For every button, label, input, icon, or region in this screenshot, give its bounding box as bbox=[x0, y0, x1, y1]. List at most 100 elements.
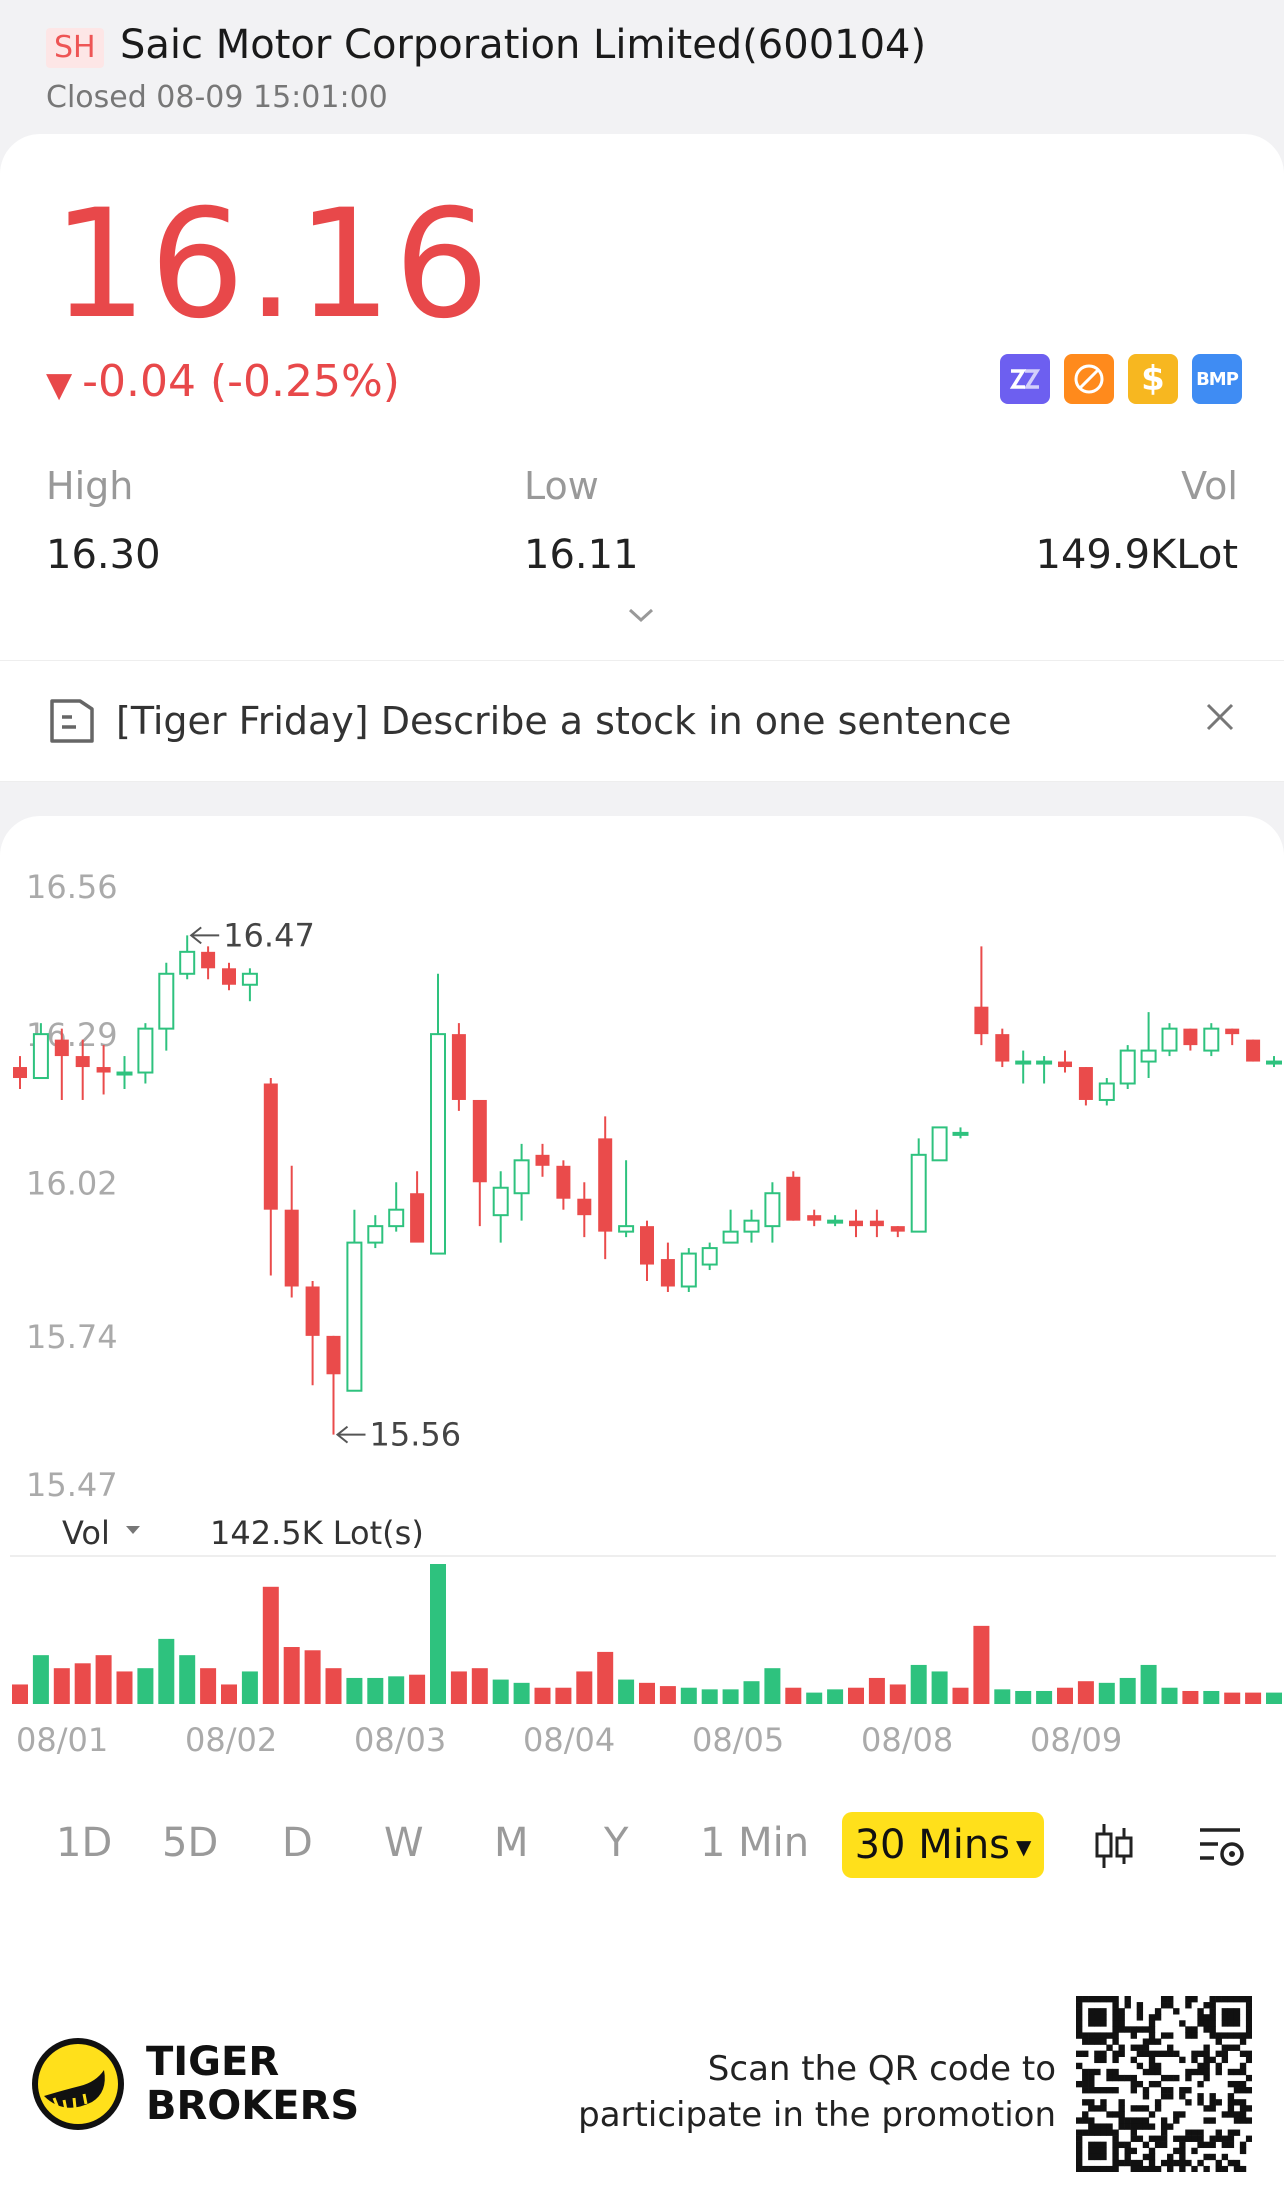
volume-bar bbox=[492, 1679, 509, 1704]
candle bbox=[1183, 1028, 1198, 1051]
announcement-text: [Tiger Friday] Describe a stock in one s… bbox=[116, 699, 1012, 743]
candle bbox=[1225, 1028, 1240, 1046]
candle bbox=[451, 1023, 466, 1111]
volume-bar bbox=[952, 1687, 969, 1704]
volume-bar bbox=[576, 1671, 593, 1704]
candle bbox=[1058, 1050, 1072, 1073]
tab-30mins[interactable]: 30 Mins ▼ bbox=[842, 1812, 1044, 1878]
volume-bar bbox=[409, 1674, 426, 1704]
candle bbox=[931, 1126, 948, 1162]
promo-text: Scan the QR code to participate in the p… bbox=[578, 2046, 1056, 2138]
candle bbox=[430, 973, 446, 1255]
volume-bar bbox=[346, 1677, 363, 1704]
candle bbox=[367, 1215, 384, 1249]
volume-bar bbox=[1140, 1664, 1157, 1704]
announcement-bar[interactable]: [Tiger Friday] Describe a stock in one s… bbox=[0, 660, 1284, 782]
high-label: High bbox=[46, 464, 134, 508]
dollar-icon[interactable]: $ bbox=[1128, 354, 1178, 404]
low-marker-label: 15.56 bbox=[370, 1416, 462, 1454]
volume-bar bbox=[179, 1655, 196, 1704]
high-marker: 16.47 bbox=[189, 916, 315, 954]
volume-bar bbox=[450, 1671, 467, 1704]
volume-bar bbox=[1057, 1687, 1073, 1704]
high-value: 16.30 bbox=[46, 532, 161, 578]
volume-bar bbox=[639, 1682, 655, 1704]
chevron-down-icon[interactable] bbox=[626, 600, 656, 630]
tab-week[interactable]: W bbox=[384, 1820, 424, 1866]
candle bbox=[701, 1242, 718, 1271]
candle bbox=[995, 1028, 1010, 1068]
tab-1d[interactable]: 1D bbox=[56, 1820, 113, 1866]
tab-5d[interactable]: 5D bbox=[162, 1820, 219, 1866]
volume-bar bbox=[471, 1668, 488, 1704]
candle bbox=[640, 1220, 654, 1282]
volume-bar bbox=[513, 1682, 530, 1704]
y-tick-label: 15.74 bbox=[26, 1318, 118, 1356]
close-icon[interactable] bbox=[1200, 697, 1240, 737]
candle bbox=[869, 1209, 884, 1238]
candle bbox=[722, 1209, 739, 1244]
candle bbox=[910, 1138, 927, 1233]
volume-bar bbox=[12, 1684, 28, 1704]
footer: TIGER BROKERS Scan the QR code to partic… bbox=[0, 1964, 1284, 2205]
zz-icon[interactable] bbox=[1000, 354, 1050, 404]
candle bbox=[326, 1335, 341, 1435]
low-marker: 15.56 bbox=[335, 1416, 462, 1454]
note-icon bbox=[50, 699, 94, 743]
volume-bar bbox=[1015, 1690, 1032, 1704]
chart-settings-icon[interactable] bbox=[1196, 1822, 1248, 1872]
y-tick-label: 16.56 bbox=[26, 868, 118, 906]
candle bbox=[388, 1182, 405, 1232]
tab-year[interactable]: Y bbox=[604, 1820, 629, 1866]
price-change: ▼ -0.04 (-0.25%) bbox=[46, 356, 400, 407]
volume-bar bbox=[534, 1687, 551, 1704]
volume-label[interactable]: Vol bbox=[62, 1514, 110, 1552]
vol-label: Vol bbox=[1181, 464, 1238, 508]
candle bbox=[284, 1165, 299, 1298]
candle bbox=[743, 1209, 760, 1243]
candle bbox=[1266, 1056, 1282, 1068]
volume-bar bbox=[931, 1671, 948, 1704]
candle bbox=[75, 1039, 90, 1100]
chart-card: 16.56 16.29 16.02 15.74 15.47 16.47 15.56 Vol… bbox=[0, 816, 1284, 1964]
caret-down-icon[interactable] bbox=[126, 1526, 140, 1534]
candle bbox=[32, 1023, 49, 1080]
volume-bar bbox=[1182, 1690, 1199, 1704]
volume-bar bbox=[659, 1686, 676, 1704]
candle bbox=[1119, 1045, 1136, 1089]
candle bbox=[1015, 1050, 1032, 1084]
candle bbox=[849, 1209, 863, 1238]
candle bbox=[472, 1099, 487, 1227]
volume-bar bbox=[973, 1625, 990, 1704]
candle bbox=[680, 1248, 697, 1292]
vol-value: 149.9KLot bbox=[1035, 532, 1238, 578]
volume-bar bbox=[95, 1655, 112, 1704]
tab-1min[interactable]: 1 Min bbox=[700, 1820, 810, 1866]
bmp-badge[interactable]: BMP bbox=[1192, 354, 1242, 404]
candle bbox=[263, 1078, 278, 1276]
tab-day[interactable]: D bbox=[282, 1820, 313, 1866]
candle bbox=[13, 1056, 27, 1089]
volume-bar bbox=[722, 1689, 739, 1704]
tab-30mins-label: 30 Mins bbox=[854, 1822, 1011, 1868]
no-short-icon[interactable] bbox=[1064, 354, 1114, 404]
volume-bar bbox=[200, 1668, 217, 1704]
volume-bar bbox=[1077, 1681, 1094, 1704]
tiger-brokers-logo bbox=[32, 2038, 124, 2130]
promo-line-2: participate in the promotion bbox=[578, 2095, 1056, 2135]
volume-bar bbox=[304, 1650, 321, 1704]
volume-bar bbox=[137, 1668, 154, 1704]
candle bbox=[492, 1171, 509, 1243]
candlestick-type-icon[interactable] bbox=[1092, 1820, 1136, 1872]
candle bbox=[305, 1281, 320, 1386]
tab-month[interactable]: M bbox=[494, 1820, 529, 1866]
y-tick-label: 15.47 bbox=[26, 1466, 118, 1504]
volume-bar bbox=[806, 1692, 823, 1704]
volume-bar bbox=[1224, 1692, 1241, 1704]
x-tick-label: 08/08 bbox=[861, 1721, 953, 1759]
candle bbox=[556, 1160, 571, 1210]
last-price: 16.16 bbox=[52, 178, 492, 352]
x-tick-label: 08/05 bbox=[692, 1721, 784, 1759]
market-status: Closed 08-09 15:01:00 bbox=[46, 80, 388, 115]
